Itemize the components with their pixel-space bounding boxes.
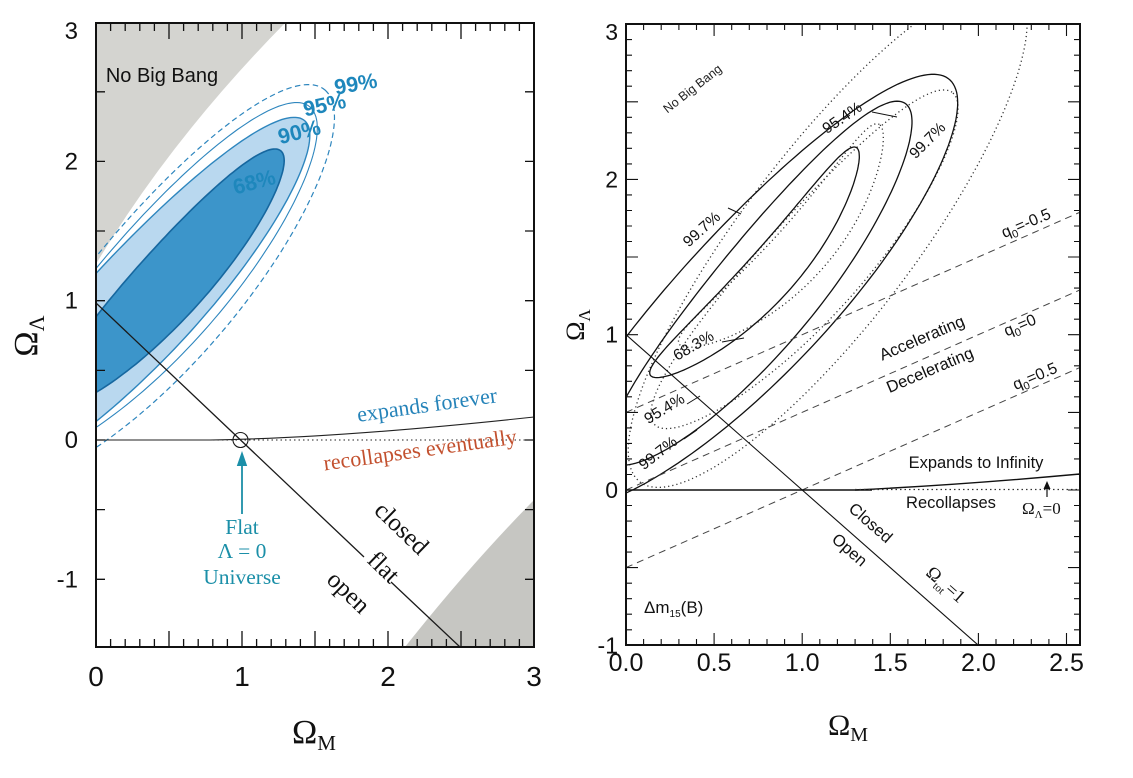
svg-text:ΩΛ: ΩΛ [561, 309, 594, 341]
svg-text:Δm15(B): Δm15(B) [644, 598, 703, 620]
svg-text:1.0: 1.0 [785, 649, 820, 677]
svg-text:2.0: 2.0 [961, 649, 996, 677]
svg-text:0.0: 0.0 [609, 649, 644, 677]
svg-text:-1: -1 [598, 632, 618, 658]
svg-text:3: 3 [65, 18, 78, 45]
svg-text:3: 3 [605, 19, 618, 45]
svg-text:Universe: Universe [203, 565, 281, 589]
svg-text:1: 1 [234, 661, 250, 692]
svg-text:2: 2 [380, 661, 396, 692]
svg-text:Λ = 0: Λ = 0 [218, 539, 267, 563]
svg-text:-1: -1 [57, 566, 78, 593]
svg-text:Recollapses: Recollapses [906, 494, 996, 512]
svg-text:1.5: 1.5 [873, 649, 908, 677]
svg-text:ΩΛ=0: ΩΛ=0 [1022, 499, 1061, 521]
svg-text:0: 0 [605, 477, 618, 503]
svg-text:0: 0 [88, 661, 104, 692]
svg-text:2.5: 2.5 [1049, 649, 1084, 677]
svg-text:2: 2 [605, 166, 618, 192]
svg-text:1: 1 [65, 288, 78, 315]
svg-text:Expands to Infinity: Expands to Infinity [909, 454, 1045, 472]
svg-text:No Big Bang: No Big Bang [106, 65, 218, 87]
svg-text:3: 3 [526, 661, 542, 692]
svg-text:0: 0 [65, 427, 78, 454]
svg-text:1: 1 [605, 322, 618, 348]
svg-text:2: 2 [65, 148, 78, 175]
svg-text:Flat: Flat [225, 515, 258, 539]
svg-text:0.5: 0.5 [697, 649, 732, 677]
